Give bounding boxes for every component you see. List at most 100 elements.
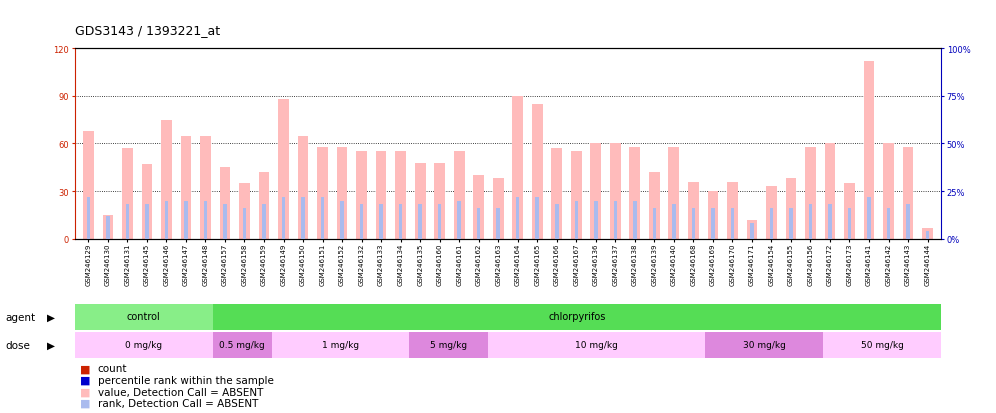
Text: 1 mg/kg: 1 mg/kg [322, 340, 360, 349]
Bar [555, 205, 559, 239]
Bar [395, 152, 406, 239]
Text: dose: dose [5, 340, 30, 350]
Bar [409, 332, 488, 358]
Text: ■: ■ [80, 375, 91, 385]
Bar [375, 152, 386, 239]
Bar [200, 136, 211, 239]
Text: 50 mg/kg: 50 mg/kg [861, 340, 903, 349]
Bar [282, 197, 285, 239]
Bar [668, 147, 679, 239]
Bar [652, 209, 656, 239]
Bar [868, 197, 871, 239]
Bar [341, 201, 344, 239]
Bar [823, 332, 941, 358]
Bar [610, 144, 621, 239]
Bar [805, 147, 816, 239]
Bar [212, 304, 941, 330]
Bar [262, 205, 266, 239]
Bar [629, 147, 640, 239]
Bar [438, 205, 441, 239]
Bar [272, 332, 409, 358]
Bar [493, 179, 504, 239]
Bar [83, 131, 94, 239]
Bar [454, 152, 464, 239]
Bar [848, 209, 852, 239]
Bar [747, 220, 757, 239]
Bar [864, 62, 874, 239]
Bar [571, 152, 582, 239]
Bar [532, 104, 543, 239]
Bar [107, 216, 110, 239]
Bar [477, 209, 480, 239]
Text: ▶: ▶ [47, 340, 55, 350]
Bar [575, 201, 578, 239]
Bar [786, 179, 797, 239]
Bar [731, 209, 734, 239]
Bar [711, 209, 715, 239]
Bar [161, 121, 171, 239]
Bar [845, 184, 855, 239]
Bar [789, 209, 793, 239]
Bar [141, 165, 152, 239]
Bar [145, 205, 148, 239]
Bar [243, 209, 246, 239]
Bar [103, 216, 114, 239]
Bar [902, 147, 913, 239]
Text: GDS3143 / 1393221_at: GDS3143 / 1393221_at [75, 24, 220, 37]
Bar [614, 201, 618, 239]
Bar [278, 100, 289, 239]
Bar [75, 304, 212, 330]
Bar [516, 197, 520, 239]
Bar [922, 228, 933, 239]
Bar [809, 205, 812, 239]
Text: rank, Detection Call = ABSENT: rank, Detection Call = ABSENT [98, 398, 258, 408]
Bar [688, 182, 699, 239]
Bar [649, 173, 659, 239]
Bar [123, 149, 132, 239]
Bar [180, 136, 191, 239]
Bar [414, 163, 425, 239]
Bar [766, 187, 777, 239]
Bar [594, 201, 598, 239]
Bar [239, 184, 250, 239]
Bar [357, 152, 367, 239]
Bar [672, 205, 675, 239]
Bar [259, 173, 269, 239]
Bar [496, 209, 500, 239]
Bar [360, 205, 364, 239]
Bar [223, 205, 227, 239]
Bar [298, 136, 309, 239]
Bar [488, 332, 705, 358]
Text: agent: agent [5, 312, 35, 322]
Bar [906, 205, 909, 239]
Bar [473, 176, 484, 239]
Bar [727, 182, 738, 239]
Bar [204, 201, 207, 239]
Bar [633, 201, 636, 239]
Text: control: control [126, 312, 160, 322]
Bar [321, 197, 325, 239]
Text: count: count [98, 363, 127, 373]
Text: ■: ■ [80, 398, 91, 408]
Text: chlorpyrifos: chlorpyrifos [548, 312, 606, 322]
Bar [883, 144, 893, 239]
Bar [705, 332, 823, 358]
Bar [457, 201, 461, 239]
Bar [434, 163, 445, 239]
Bar [591, 144, 602, 239]
Bar [536, 197, 539, 239]
Text: 10 mg/kg: 10 mg/kg [575, 340, 619, 349]
Text: 30 mg/kg: 30 mg/kg [743, 340, 786, 349]
Text: percentile rank within the sample: percentile rank within the sample [98, 375, 274, 385]
Bar [164, 201, 168, 239]
Bar [337, 147, 348, 239]
Bar [87, 197, 90, 239]
Bar [75, 332, 212, 358]
Text: 5 mg/kg: 5 mg/kg [430, 340, 467, 349]
Bar [829, 205, 832, 239]
Bar [184, 201, 187, 239]
Text: value, Detection Call = ABSENT: value, Detection Call = ABSENT [98, 387, 263, 396]
Bar [301, 197, 305, 239]
Bar [691, 209, 695, 239]
Text: ■: ■ [80, 363, 91, 373]
